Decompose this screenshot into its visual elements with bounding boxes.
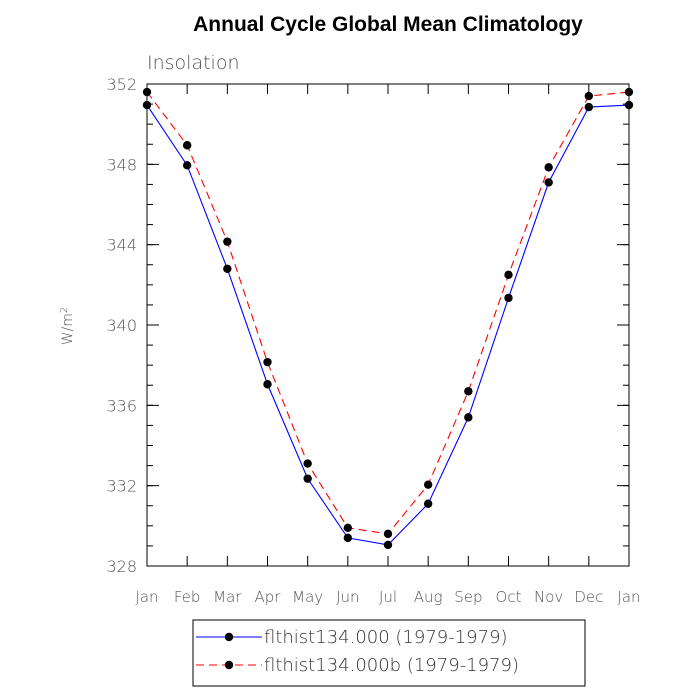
x-tick-label: Aug — [414, 588, 443, 606]
y-axis-label-superscript: 2 — [59, 307, 70, 313]
series-2-point — [504, 270, 513, 279]
legend-label: flthist134.000 (1979-1979) — [264, 627, 508, 648]
legend-label: flthist134.000b (1979-1979) — [264, 655, 519, 676]
series-2-point — [223, 237, 232, 246]
x-tick-label: Jan — [135, 588, 158, 606]
x-tick-label: Dec — [574, 588, 603, 606]
series-1-point — [624, 100, 634, 110]
x-tick-label: Jan — [617, 588, 640, 606]
y-tick-label: 336 — [106, 396, 137, 415]
y-axis-label-unit: W/m — [60, 313, 76, 345]
series-2-point — [303, 459, 312, 468]
series-1-point — [423, 499, 433, 508]
series-1-point — [263, 380, 272, 389]
y-axis-label: W/m2 — [59, 307, 76, 346]
series-1-line — [146, 104, 630, 546]
y-tick-label: 348 — [106, 155, 137, 174]
series-2-point — [142, 87, 152, 97]
panel-label: Insolation — [147, 52, 240, 74]
series-2-point — [423, 480, 433, 489]
y-tick-label: 344 — [106, 236, 137, 255]
series-2-point — [544, 163, 553, 172]
x-tick-label: Apr — [255, 588, 282, 606]
series-2-line — [146, 91, 630, 535]
y-tick-label: 340 — [106, 316, 137, 335]
series-1-point — [142, 100, 152, 110]
series-2 — [142, 87, 634, 539]
series-2-point — [263, 357, 272, 367]
series-1 — [142, 100, 634, 550]
plot-frame — [146, 83, 630, 567]
series-2-point — [383, 529, 393, 539]
series-2-point — [624, 87, 634, 97]
series-1-point — [504, 293, 513, 303]
series-2-point — [464, 387, 473, 396]
x-tick-label: Oct — [496, 588, 522, 606]
y-tick-label: 328 — [106, 557, 137, 576]
legend-swatch-marker — [224, 660, 234, 670]
chart-title: Annual Cycle Global Mean Climatology — [193, 13, 583, 36]
x-tick-label: Nov — [534, 588, 563, 606]
x-tick-label: Feb — [174, 588, 201, 606]
series-1-point — [464, 413, 473, 422]
series-1-point — [584, 102, 594, 112]
legend-swatch-marker — [224, 632, 234, 642]
series-1-point — [182, 161, 192, 170]
y-tick-label: 352 — [106, 75, 137, 94]
legend: flthist134.000 (1979-1979) flthist134.000… — [192, 619, 586, 687]
x-tick-label: Sep — [454, 588, 482, 606]
x-tick-label: Mar — [213, 588, 242, 606]
series-1-point — [544, 178, 553, 187]
axes: 328 332 336 340 344 348 352 Jan Feb Mar Apr May Jun J… — [106, 75, 640, 606]
x-tick-label: Jul — [379, 588, 397, 606]
series-2-point — [584, 91, 594, 101]
series-layer — [142, 87, 634, 550]
legend-box — [192, 619, 586, 687]
x-tick-label: Jun — [336, 588, 359, 606]
series-1-point — [223, 264, 232, 273]
x-tick-label: May — [292, 588, 323, 606]
series-2-point — [182, 141, 192, 150]
series-2-point — [343, 523, 353, 533]
series-1-point — [303, 474, 312, 483]
y-tick-label: 332 — [106, 477, 137, 496]
series-1-point — [383, 540, 393, 550]
series-1-point — [343, 533, 353, 543]
